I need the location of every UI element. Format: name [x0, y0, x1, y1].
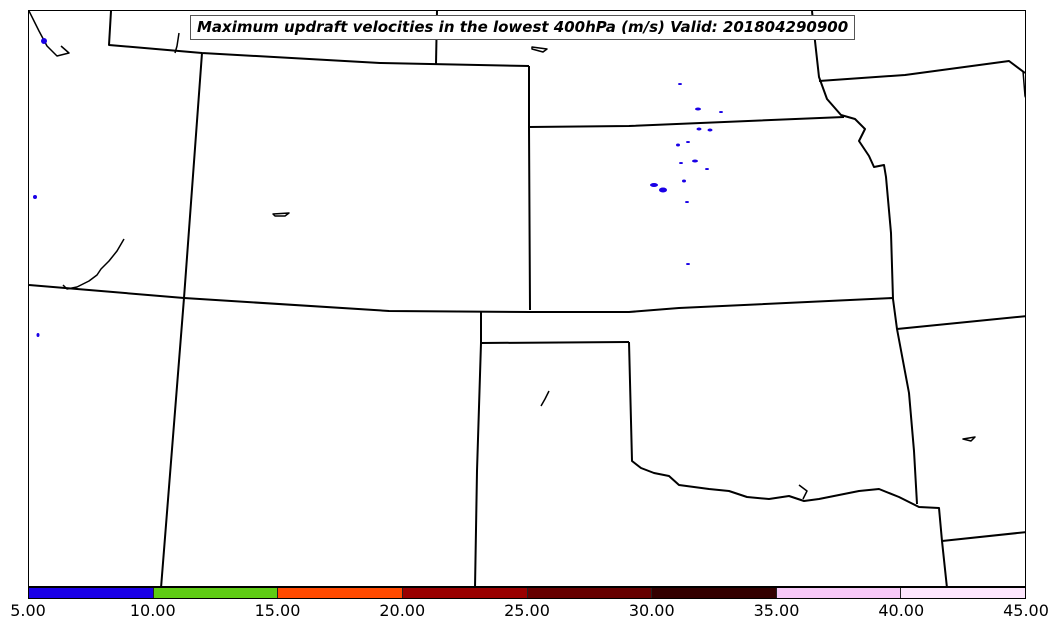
colorbar-segment — [776, 588, 902, 598]
updraft-cell — [676, 143, 680, 147]
updraft-cell — [685, 201, 689, 203]
boundary-oklahoma-texas — [628, 341, 948, 586]
updraft-cell — [36, 333, 40, 337]
lake-outline-2 — [531, 46, 548, 53]
boundary-missouri-iowa — [896, 315, 1025, 330]
updraft-cell — [41, 38, 47, 44]
coast-segment-1 — [29, 11, 70, 57]
colorbar — [28, 587, 1026, 599]
updraft-cell — [692, 159, 698, 163]
colorbar-segment — [402, 588, 528, 598]
boundary-arkansas-line — [941, 531, 1025, 542]
updraft-cell — [705, 168, 709, 170]
updraft-cell — [695, 107, 701, 111]
boundary-missouri-river — [811, 11, 918, 505]
colorbar-tick-label: 15.00 — [254, 601, 301, 620]
colorbar-tick-label: 35.00 — [753, 601, 800, 620]
updraft-cell — [33, 195, 37, 199]
boundary-40n-line — [29, 284, 894, 313]
state-boundaries-map — [29, 11, 1025, 586]
updraft-cell — [679, 162, 683, 164]
colorbar-tick-label: 30.00 — [628, 601, 675, 620]
boundary-nebraska-sd — [528, 116, 845, 128]
edge-segment-1 — [1022, 70, 1025, 99]
updraft-cells — [33, 38, 723, 337]
boundary-wyoming-west — [160, 52, 203, 586]
colorbar-segment — [901, 588, 1025, 598]
updraft-cell — [650, 183, 658, 187]
updraft-cell — [659, 187, 667, 193]
colorbar-segment — [527, 588, 653, 598]
river-segment-3 — [174, 32, 180, 54]
colorbar-segment — [652, 588, 777, 598]
colorbar-tick-label: 5.00 — [10, 601, 46, 620]
colorbar-segment — [278, 588, 403, 598]
boundary-wyoming-nebraska — [528, 66, 531, 311]
updraft-cell — [682, 179, 686, 183]
boundary-kansas-oklahoma — [480, 312, 630, 344]
river-segment-1 — [62, 238, 125, 290]
colorbar-segment — [29, 588, 154, 598]
river-segment-4 — [798, 484, 808, 500]
updraft-cell — [707, 128, 713, 132]
colorbar-tick-label: 45.00 — [1003, 601, 1049, 620]
updraft-cell — [678, 83, 682, 85]
updraft-cell — [696, 127, 702, 131]
lake-outline-3 — [962, 436, 976, 442]
updraft-cell — [686, 141, 690, 143]
colorbar-tick-label: 25.00 — [504, 601, 550, 620]
lake-outline-1 — [272, 212, 290, 217]
river-segment-2 — [540, 390, 550, 407]
boundary-iowa-minnesota — [818, 60, 1025, 82]
updraft-cell — [719, 111, 723, 113]
colorbar-segment — [153, 588, 279, 598]
map-plot-area — [28, 10, 1026, 587]
boundary-colorado-nm — [474, 342, 482, 586]
colorbar-tick-label: 10.00 — [129, 601, 176, 620]
colorbar-tick-label: 40.00 — [878, 601, 925, 620]
updraft-cell — [686, 263, 690, 265]
map-title: Maximum updraft velocities in the lowest… — [190, 15, 856, 40]
colorbar-tick-label: 20.00 — [379, 601, 426, 620]
